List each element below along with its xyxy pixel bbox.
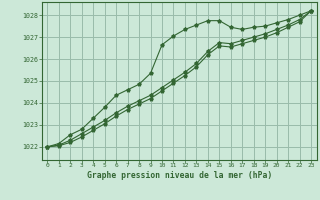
X-axis label: Graphe pression niveau de la mer (hPa): Graphe pression niveau de la mer (hPa) bbox=[87, 171, 272, 180]
